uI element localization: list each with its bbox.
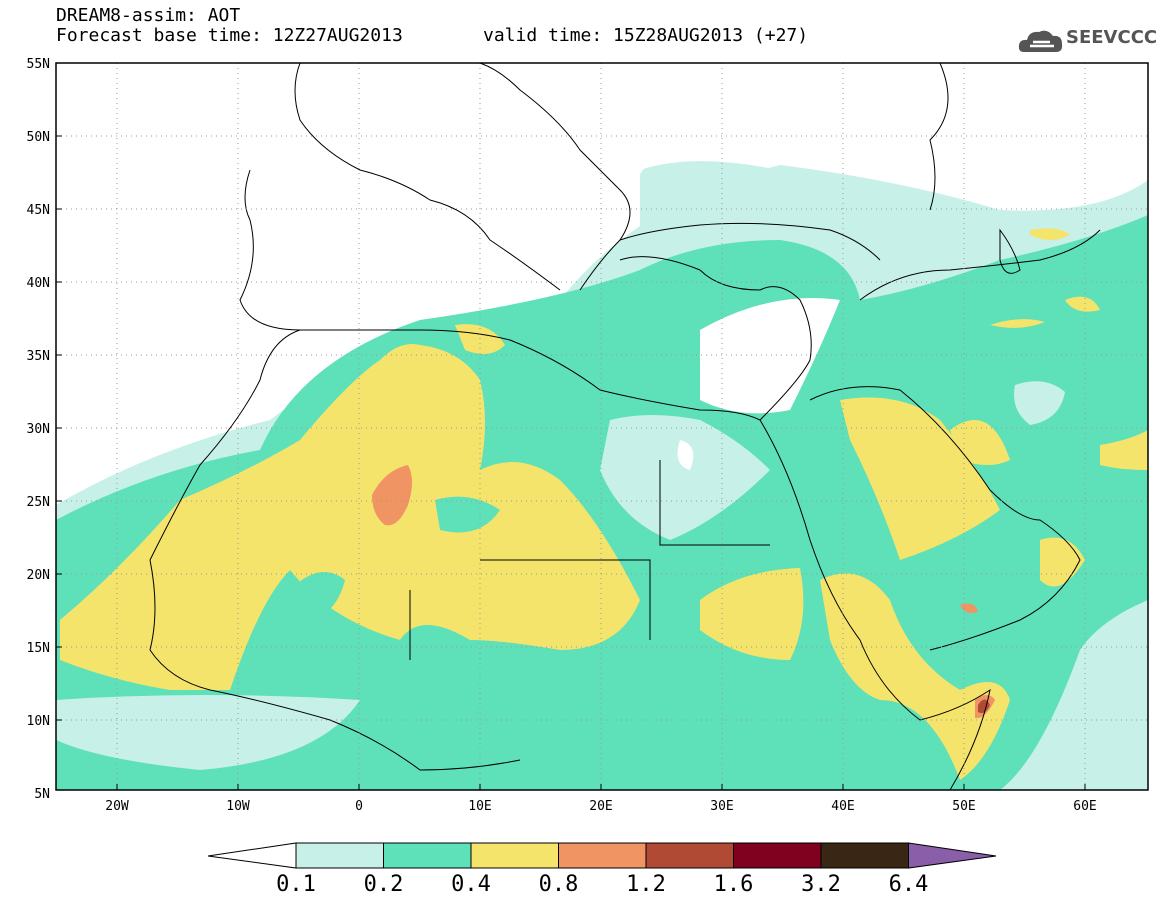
coastlines (149, 63, 1101, 790)
lon-label: 40E (831, 799, 854, 814)
logo-text: SEEVCCC (1066, 27, 1158, 48)
lat-label: 35N (27, 349, 50, 364)
longitude-labels: 20W 10W 0 10E 20E 30E 40E 50E 60E (105, 799, 1096, 814)
lat-label: 5N (34, 787, 50, 802)
lat-label: 30N (27, 422, 50, 437)
colorbar-min-arrow (207, 842, 297, 869)
colorbar-swatch (820, 842, 909, 869)
aot-contour-0.8 (372, 465, 412, 526)
colorbar-label: 3.2 (801, 872, 841, 897)
lat-label: 10N (27, 714, 50, 729)
lat-label: 50N (27, 130, 50, 145)
lon-label: 50E (952, 799, 975, 814)
aot-contour-0.4 (60, 344, 640, 690)
colorbar-swatch (470, 842, 559, 869)
lon-label: 20W (105, 799, 129, 814)
colorbar-label: 1.2 (626, 872, 666, 897)
colorbar-label: 0.1 (276, 872, 316, 897)
lon-label: 60E (1073, 799, 1096, 814)
lat-label: 55N (27, 57, 50, 72)
colorbar-label: 0.8 (538, 872, 579, 897)
colorbar-label: 0.4 (451, 872, 491, 897)
colorbar-max-arrow (908, 842, 997, 869)
map-frame (55, 62, 1149, 791)
cloud-logo-icon (1018, 30, 1063, 52)
tick-marks (56, 135, 1086, 790)
lat-label: 20N (27, 568, 50, 583)
lon-label: 20E (589, 799, 612, 814)
colorbar-swatch (733, 842, 822, 869)
lat-label: 25N (27, 495, 50, 510)
colorbar-label: 0.2 (363, 872, 404, 897)
colorbar (207, 842, 997, 869)
colorbar-swatch (383, 842, 472, 869)
colorbar-label: 6.4 (888, 872, 929, 897)
lat-label: 15N (27, 641, 50, 656)
lon-label: 10W (226, 799, 250, 814)
colorbar-swatch (558, 842, 647, 869)
lat-label: 40N (27, 276, 50, 291)
grid-lines (56, 63, 1148, 790)
valid-time: valid time: 15Z28AUG2013 (+27) (483, 25, 809, 46)
lon-label: 30E (710, 799, 733, 814)
colorbar-swatch (645, 842, 734, 869)
lat-label: 45N (27, 203, 50, 218)
lon-label: 10E (468, 799, 491, 814)
map-title-model: DREAM8-assim: AOT (56, 5, 241, 26)
colorbar-swatch (295, 842, 384, 869)
colorbar-label: 1.6 (713, 872, 754, 897)
forecast-base-time: Forecast base time: 12Z27AUG2013 (56, 25, 403, 46)
latitude-labels: 55N 50N 45N 40N 35N 30N 25N 20N 15N 10N … (27, 57, 50, 802)
aot-field (56, 63, 1148, 790)
lon-label: 0 (355, 799, 363, 814)
